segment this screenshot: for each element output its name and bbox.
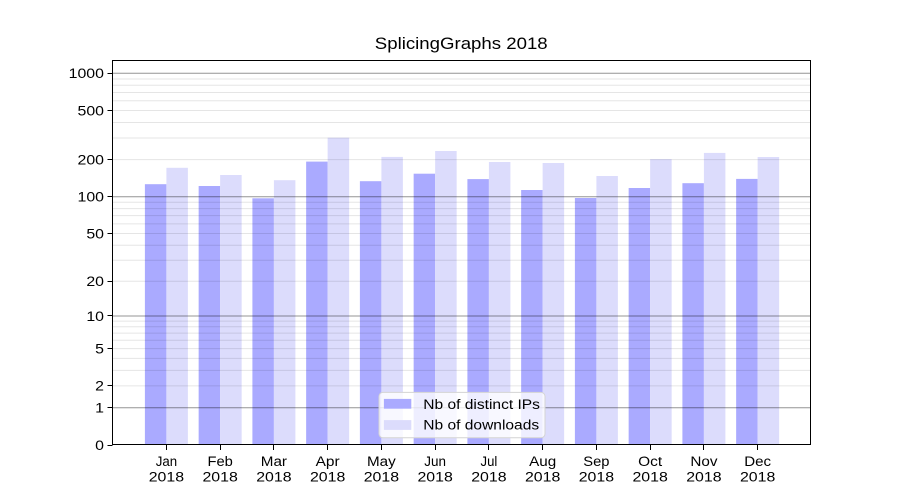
svg-text:2018: 2018 xyxy=(632,469,668,485)
svg-text:2018: 2018 xyxy=(740,469,776,485)
svg-text:Nov: Nov xyxy=(690,453,717,469)
svg-text:1: 1 xyxy=(95,400,104,416)
svg-text:Jul: Jul xyxy=(481,453,498,469)
svg-text:Apr: Apr xyxy=(316,453,340,469)
svg-text:Oct: Oct xyxy=(638,453,662,469)
svg-text:2: 2 xyxy=(95,378,104,394)
svg-text:Jan: Jan xyxy=(156,453,177,469)
svg-text:May: May xyxy=(367,453,396,469)
svg-text:2018: 2018 xyxy=(310,469,346,485)
svg-text:2018: 2018 xyxy=(202,469,238,485)
svg-text:Aug: Aug xyxy=(529,453,556,469)
svg-text:Feb: Feb xyxy=(207,453,233,469)
svg-text:200: 200 xyxy=(77,152,104,168)
svg-text:0: 0 xyxy=(95,437,104,453)
svg-text:2018: 2018 xyxy=(149,469,185,485)
svg-text:2018: 2018 xyxy=(525,469,561,485)
svg-text:100: 100 xyxy=(77,189,104,205)
svg-text:Nb of downloads: Nb of downloads xyxy=(423,417,539,433)
svg-text:2018: 2018 xyxy=(417,469,453,485)
svg-text:Nb of distinct IPs: Nb of distinct IPs xyxy=(423,396,540,412)
svg-text:500: 500 xyxy=(77,102,104,118)
svg-text:Mar: Mar xyxy=(261,453,288,469)
svg-text:5: 5 xyxy=(95,340,104,356)
svg-text:2018: 2018 xyxy=(686,469,722,485)
svg-text:20: 20 xyxy=(86,273,104,289)
svg-text:Sep: Sep xyxy=(583,453,609,469)
svg-text:50: 50 xyxy=(86,225,104,241)
svg-text:Jun: Jun xyxy=(424,453,446,469)
svg-text:2018: 2018 xyxy=(579,469,615,485)
svg-text:SplicingGraphs 2018: SplicingGraphs 2018 xyxy=(375,34,548,53)
svg-text:2018: 2018 xyxy=(256,469,292,485)
svg-text:Dec: Dec xyxy=(744,453,771,469)
svg-text:2018: 2018 xyxy=(471,469,507,485)
svg-text:10: 10 xyxy=(86,308,104,324)
svg-text:2018: 2018 xyxy=(364,469,400,485)
svg-text:1000: 1000 xyxy=(69,65,105,81)
